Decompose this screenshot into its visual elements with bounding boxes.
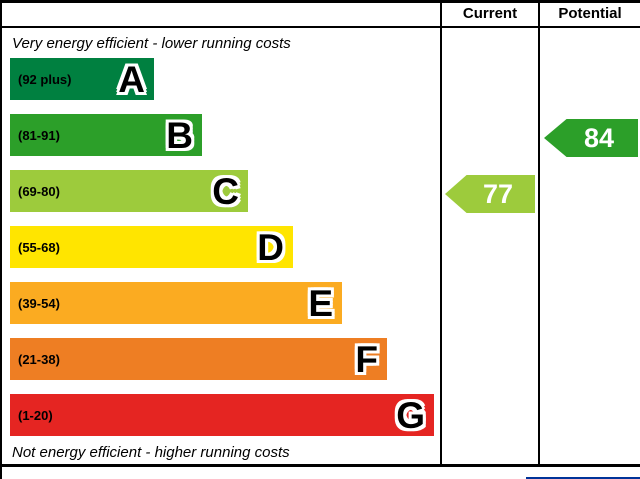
bands-container: (92 plus) A (81-91) B (69-80) C (55-68) D (39-54…: [2, 58, 440, 436]
band-row-a: (92 plus) A: [2, 58, 440, 100]
band-range-label: (92 plus): [18, 71, 72, 87]
band-row-e: (39-54) E: [2, 282, 440, 324]
band-letter: F: [355, 338, 378, 380]
band-row-b: (81-91) B: [2, 114, 440, 156]
current-rating-value: 77: [482, 178, 514, 209]
band-range-label: (69-80): [18, 183, 60, 199]
band-bar-b: (81-91) B: [10, 114, 202, 156]
band-letter: B: [166, 114, 193, 156]
column-divider-current: [440, 3, 442, 466]
band-row-c: (69-80) C: [2, 170, 440, 212]
band-bar-g: (1-20) G: [10, 394, 434, 436]
band-row-g: (1-20) G: [2, 394, 440, 436]
band-range-label: (39-54): [18, 295, 60, 311]
eu-directive-box-fragment: [526, 477, 640, 479]
band-letter: D: [257, 226, 284, 268]
potential-rating-value: 84: [583, 122, 615, 153]
column-divider-potential: [538, 3, 540, 466]
band-range-label: (1-20): [18, 407, 53, 423]
band-range-label: (21-38): [18, 351, 60, 367]
band-bar-e: (39-54) E: [10, 282, 342, 324]
band-letter: G: [396, 394, 425, 436]
potential-rating-arrow: 84: [544, 119, 638, 157]
band-row-d: (55-68) D: [2, 226, 440, 268]
potential-column-header: Potential: [558, 5, 622, 22]
band-bar-a: (92 plus) A: [10, 58, 154, 100]
current-column-header: Current: [462, 5, 518, 22]
bottom-note: Not energy efficient - higher running co…: [12, 444, 290, 461]
header-separator-line: [2, 26, 640, 28]
band-letter: C: [212, 170, 239, 212]
band-range-label: (81-91): [18, 127, 60, 143]
band-bar-d: (55-68) D: [10, 226, 293, 268]
band-range-label: (55-68): [18, 239, 60, 255]
top-note: Very energy efficient - lower running co…: [12, 35, 291, 52]
band-bar-f: (21-38) F: [10, 338, 387, 380]
current-rating-arrow: 77: [445, 175, 535, 213]
band-letter: E: [308, 282, 333, 324]
band-row-f: (21-38) F: [2, 338, 440, 380]
chart-bottom-border: [2, 464, 640, 467]
band-bar-c: (69-80) C: [10, 170, 248, 212]
band-letter: A: [118, 58, 145, 100]
